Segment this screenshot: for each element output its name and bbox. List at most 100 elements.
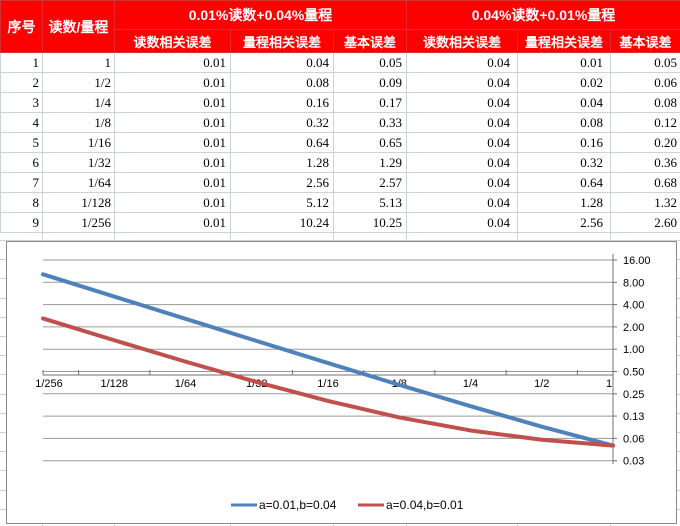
header-reading-error-1[interactable]: 读数相关误差 (114, 29, 231, 53)
value-cell[interactable]: 0.01 (114, 132, 231, 153)
value-cell[interactable]: 2.56 (230, 172, 334, 193)
value-cell[interactable]: 0.20 (610, 132, 680, 153)
value-cell[interactable]: 1.29 (333, 152, 407, 173)
ratio-cell[interactable]: 1/16 (42, 132, 115, 153)
ratio-cell[interactable]: 1/2 (42, 72, 115, 93)
header-ratio[interactable]: 读数/量程 (42, 0, 115, 53)
value-cell[interactable]: 0.06 (610, 72, 680, 93)
header-basic-error-1[interactable]: 基本误差 (333, 29, 407, 53)
value-cell[interactable]: 10.25 (333, 212, 407, 233)
value-cell[interactable]: 0.36 (610, 152, 680, 173)
serial-cell[interactable]: 6 (0, 152, 43, 173)
header-group1[interactable]: 0.01%读数+0.04%量程 (114, 0, 407, 30)
value-cell[interactable]: 0.33 (333, 112, 407, 133)
value-cell[interactable]: 0.64 (517, 172, 611, 193)
x-axis-label: 1/128 (100, 378, 128, 390)
serial-cell[interactable]: 2 (0, 72, 43, 93)
value-cell[interactable]: 0.08 (517, 112, 611, 133)
value-cell[interactable]: 0.04 (406, 132, 518, 153)
ratio-cell[interactable]: 1/256 (42, 212, 115, 233)
chart-object[interactable]: 16.00 8.00 4.00 2.00 1.00 0.50 0.25 0.13 0.06 0.0… (6, 241, 677, 524)
serial-cell[interactable]: 4 (0, 112, 43, 133)
value-cell[interactable]: 2.56 (517, 212, 611, 233)
value-cell[interactable]: 0.01 (114, 192, 231, 213)
value-cell[interactable]: 1.28 (517, 192, 611, 213)
serial-cell[interactable]: 8 (0, 192, 43, 213)
y-axis-label: 0.25 (623, 389, 644, 401)
value-cell[interactable]: 0.04 (406, 152, 518, 173)
value-cell[interactable]: 0.08 (610, 92, 680, 113)
value-cell[interactable]: 10.24 (230, 212, 334, 233)
chart-svg: 16.00 8.00 4.00 2.00 1.00 0.50 0.25 0.13 0.06 0.0… (35, 254, 651, 512)
value-cell[interactable]: 0.68 (610, 172, 680, 193)
value-cell[interactable]: 0.01 (114, 212, 231, 233)
ratio-cell[interactable]: 1/128 (42, 192, 115, 213)
serial-cell[interactable]: 7 (0, 172, 43, 193)
header-group2[interactable]: 0.04%读数+0.01%量程 (406, 0, 680, 30)
series-line-0[interactable] (41, 272, 615, 448)
value-cell[interactable]: 0.32 (230, 112, 334, 133)
table-row: 8 1/128 0.01 5.12 5.13 0.04 1.28 1.32 (0, 192, 680, 213)
table-row: 5 1/16 0.01 0.64 0.65 0.04 0.16 0.20 (0, 132, 680, 153)
value-cell[interactable]: 0.01 (114, 72, 231, 93)
value-cell[interactable]: 0.04 (406, 52, 518, 73)
series-line-1[interactable] (41, 316, 615, 448)
value-cell[interactable]: 2.57 (333, 172, 407, 193)
serial-cell[interactable]: 5 (0, 132, 43, 153)
value-cell[interactable]: 0.01 (114, 172, 231, 193)
value-cell[interactable]: 0.04 (406, 212, 518, 233)
value-cell[interactable]: 0.04 (406, 192, 518, 213)
header-basic-error-2[interactable]: 基本误差 (610, 29, 680, 53)
value-cell[interactable]: 2.60 (610, 212, 680, 233)
ratio-cell[interactable]: 1/32 (42, 152, 115, 173)
value-cell[interactable]: 0.01 (517, 52, 611, 73)
value-cell[interactable]: 0.65 (333, 132, 407, 153)
header-serial[interactable]: 序号 (0, 0, 43, 53)
value-cell[interactable]: 0.04 (406, 92, 518, 113)
value-cell[interactable]: 0.17 (333, 92, 407, 113)
value-cell[interactable]: 0.04 (406, 72, 518, 93)
ratio-cell[interactable]: 1/64 (42, 172, 115, 193)
value-cell[interactable]: 0.16 (517, 132, 611, 153)
ratio-cell[interactable]: 1/8 (42, 112, 115, 133)
x-axis-label: 1 (606, 378, 612, 390)
x-axis-label: 1/256 (35, 378, 63, 390)
ratio-cell[interactable]: 1 (42, 52, 115, 73)
y-axis-label: 16.00 (623, 255, 651, 267)
value-cell[interactable]: 0.04 (406, 172, 518, 193)
x-axis-label: 1/4 (463, 378, 478, 390)
serial-cell[interactable]: 3 (0, 92, 43, 113)
value-cell[interactable]: 0.64 (230, 132, 334, 153)
value-cell[interactable]: 0.04 (517, 92, 611, 113)
value-cell[interactable]: 5.12 (230, 192, 334, 213)
value-cell[interactable]: 0.09 (333, 72, 407, 93)
header-range-error-1[interactable]: 量程相关误差 (230, 29, 334, 53)
value-cell[interactable]: 0.16 (230, 92, 334, 113)
value-cell[interactable]: 0.05 (333, 52, 407, 73)
value-cell[interactable]: 0.05 (610, 52, 680, 73)
value-cell[interactable]: 1.32 (610, 192, 680, 213)
value-cell[interactable]: 5.13 (333, 192, 407, 213)
value-cell[interactable]: 0.01 (114, 112, 231, 133)
ratio-cell[interactable]: 1/4 (42, 92, 115, 113)
sheet-gridline-h (0, 240, 680, 241)
value-cell[interactable]: 0.02 (517, 72, 611, 93)
legend-label[interactable]: a=0.01,b=0.04 (259, 498, 337, 512)
value-cell[interactable]: 0.32 (517, 152, 611, 173)
header-range-error-2[interactable]: 量程相关误差 (517, 29, 611, 53)
serial-cell[interactable]: 1 (0, 52, 43, 73)
serial-cell[interactable]: 9 (0, 212, 43, 233)
value-cell[interactable]: 0.12 (610, 112, 680, 133)
value-cell[interactable]: 0.01 (114, 92, 231, 113)
value-cell[interactable]: 0.04 (230, 52, 334, 73)
table-row: 1 1 0.01 0.04 0.05 0.04 0.01 0.05 (0, 52, 680, 73)
value-cell[interactable]: 0.01 (114, 52, 231, 73)
value-cell[interactable]: 0.01 (114, 152, 231, 173)
value-cell[interactable]: 0.04 (406, 112, 518, 133)
header-reading-error-2[interactable]: 读数相关误差 (406, 29, 518, 53)
legend-label[interactable]: a=0.04,b=0.01 (386, 498, 464, 512)
y-axis-label: 2.00 (623, 322, 644, 334)
value-cell[interactable]: 1.28 (230, 152, 334, 173)
value-cell[interactable]: 0.08 (230, 72, 334, 93)
